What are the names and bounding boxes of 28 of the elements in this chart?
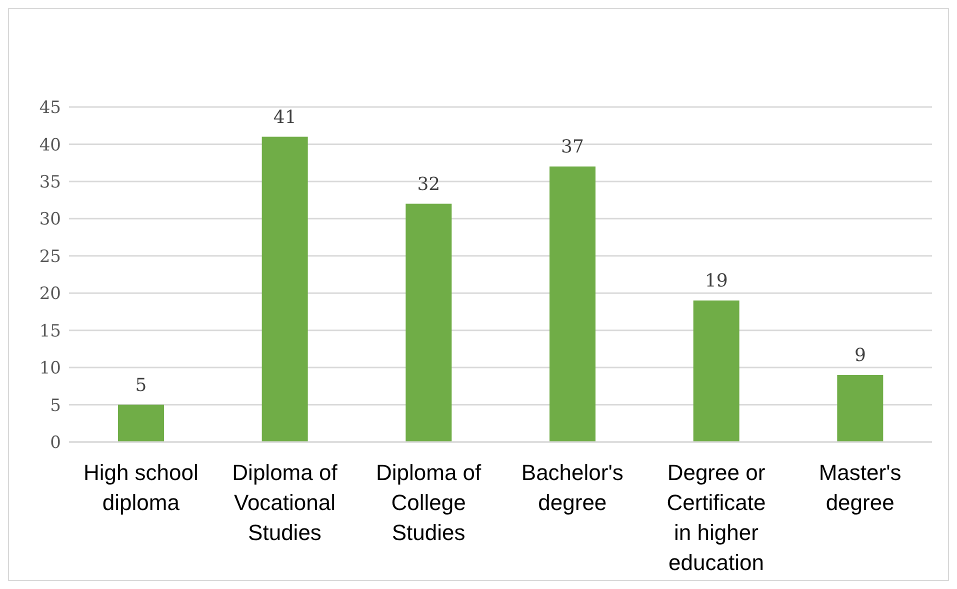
y-tick-label: 45 [39,98,61,118]
bar [693,300,740,442]
y-tick-label: 15 [39,321,61,342]
data-label: 19 [704,270,728,292]
x-tick-label: High school diploma [83,460,198,515]
bar [118,404,164,442]
y-tick-label: 35 [39,172,61,192]
y-tick-label: 25 [39,246,61,267]
bar [837,375,884,442]
y-tick-label: 40 [39,135,61,156]
bar [262,136,308,442]
y-tick-label: 0 [50,433,61,454]
data-label: 32 [417,174,440,195]
data-label: 37 [561,136,584,158]
y-tick-label: 20 [39,284,61,304]
y-tick-label: 10 [39,358,61,379]
y-tick-label: 5 [50,396,61,416]
x-tick-label: Master's degree [818,460,902,515]
bar [550,166,596,442]
data-label: 5 [135,374,147,396]
x-tick-label: Degree or Certificate in higher education [666,460,766,575]
bar [406,204,452,442]
x-tick-label: Diploma of College Studies [376,460,482,545]
data-label: 41 [273,106,296,128]
y-tick-label: 30 [39,210,61,230]
x-tick-label: Bachelor's degree [521,460,624,515]
data-label: 9 [854,345,866,366]
x-tick-label: Diploma of Vocational Studies [232,460,338,545]
